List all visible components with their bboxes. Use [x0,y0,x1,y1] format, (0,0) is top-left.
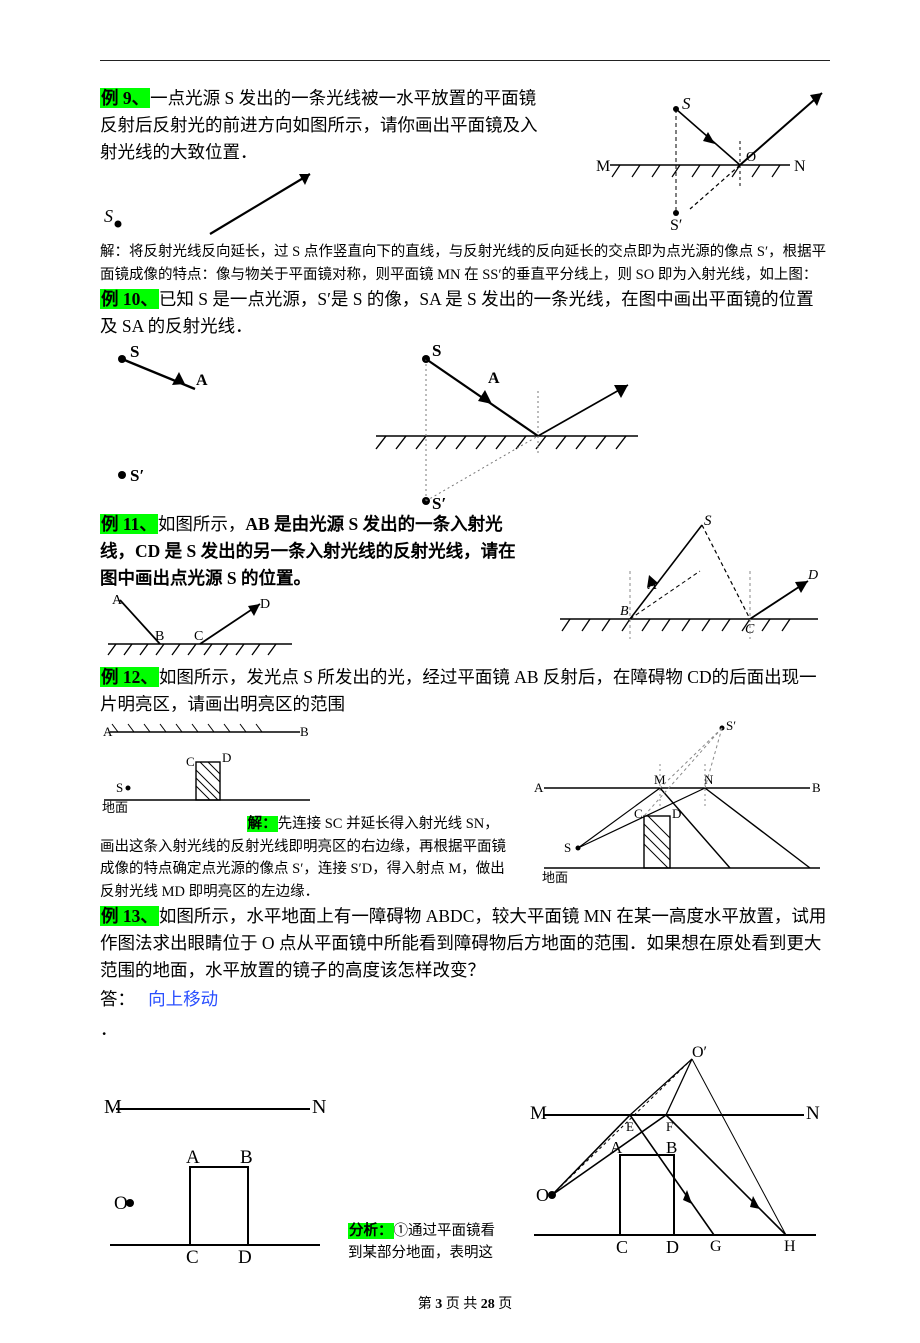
ex9-row: 例 9、一点光源 S 发出的一条光线被一水平放置的平面镜反射后反射光的前进方向如… [100,85,830,241]
ex9r-N: N [794,158,806,175]
ex11l-D: D [260,597,270,612]
ex9-S-label: S [104,206,113,226]
svg-text:O: O [746,150,756,165]
footer: 第 3 页 共 28 页 [100,1293,830,1313]
ex13r-B: B [666,1138,677,1157]
ex13r-O: O [536,1185,549,1205]
ex9-label: 例 9、 [100,88,150,108]
ex13-anslabel: 答： [100,989,135,1009]
ex13r-Op: O′ [692,1045,707,1061]
dot: ． [100,1016,830,1043]
ex10-left-fig: S A S′ [100,341,250,491]
ex11-left-fig: A B C D [100,592,300,664]
ex12r-C: C [634,806,643,821]
ex13r-D: D [666,1237,679,1257]
ex12r-A: A [534,780,544,795]
ex12l-gnd: 地面 [102,800,128,813]
ex10-A: A [196,372,208,389]
ex10-text: 已知 S 是一点光源，S′是 S 的像，SA 是 S 发出的一条光线，在图中画出… [100,289,814,336]
ex11-t1: 如图所示， [158,514,246,534]
ex13r-H: H [784,1238,796,1255]
ex13l-M: M [104,1096,122,1118]
ex11l-B: B [155,629,164,644]
ex12-anslabel: 解： [247,816,278,832]
ex10r-Sp: S′ [432,494,446,511]
ex13l-N: N [312,1096,326,1118]
footer-suf: 页 [495,1297,513,1312]
divider [100,60,830,61]
ex12-ans: 先连接 SC 并延长得入射光线 SN，画出这条入射光线的反射光线即明亮区的右边缘… [100,816,506,899]
ex11-label: 例 11、 [100,514,158,534]
ex12l-D: D [222,750,231,765]
ex13-left-fig: M N A B C D O [100,1085,330,1265]
ex10-Sp: S′ [130,466,144,485]
ex11r-D: D [807,568,818,583]
ex13-analabel: 分析： [348,1223,394,1239]
ex9r-S: S [682,94,691,113]
ex12r-D: D [672,806,681,821]
ex12-text: 如图所示，发光点 S 所发出的光，经过平面镜 AB 反射后，在障碍物 CD的后面… [100,667,817,714]
ex11r-B: B [620,604,629,619]
ex13l-A: A [186,1147,200,1168]
ex12r-gnd: 地面 [542,870,568,885]
ex13l-C: C [186,1247,199,1265]
ex10-S: S [130,342,139,361]
ex11l-C: C [194,629,203,644]
ex11-right-fig: S A B C D [550,511,830,661]
ex9-text: 一点光源 S 发出的一条光线被一水平放置的平面镜反射后反射光的前进方向如图所示，… [100,88,538,162]
ex12r-S: S [564,840,571,855]
footer-mid: 页 共 [442,1297,481,1312]
ex13-text: 如图所示，水平地面上有一障碍物 ABDC，较大平面镜 MN 在某一高度水平放置，… [100,906,826,980]
ex13l-D: D [238,1247,252,1265]
ex12r-B: B [812,780,821,795]
ex13l-O: O [114,1193,128,1214]
footer-pre: 第 [418,1297,436,1312]
ex9-left-fig: S [100,166,320,241]
ex12-left-fig: A B 地面 C D S [100,718,320,813]
ex10-right-fig: S S′ A [328,341,668,511]
ex13r-N: N [806,1103,820,1124]
ex10-label: 例 10、 [100,289,159,309]
ex12l-B: B [300,724,309,739]
ex10r-S: S [432,341,441,360]
ex9r-Sp: S′ [670,217,682,234]
ex13r-E: E [626,1119,634,1134]
ex13l-B: B [240,1147,253,1168]
ex13-ans: 向上移动 [148,989,218,1009]
ex13r-M: M [530,1103,547,1124]
ex12l-C: C [186,754,195,769]
ex11l-A: A [112,593,123,608]
ex11r-C: C [745,622,755,637]
ex13r-G: G [710,1238,722,1255]
ex12l-S: S [116,780,123,795]
ex12l-A: A [103,724,113,739]
ex9r-M: M [596,158,610,175]
ex12-label: 例 12、 [100,667,159,687]
ex13r-C: C [616,1237,628,1257]
ex9-right-fig: S S′ M N O [570,85,830,235]
ex12r-Sp: S′ [726,718,736,733]
ex9-expl: 解：将反射光线反向延长，过 S 点作竖直向下的直线，与反射光线的反向延长的交点即… [100,241,830,286]
ex11r-S: S [704,513,712,529]
ex10r-A: A [488,370,500,387]
footer-total: 28 [481,1297,495,1312]
ex12-right-fig: A B 地面 S S′ C D M N [530,718,830,898]
ex13-label: 例 13、 [100,906,159,926]
ex13-right-fig: O′ M N A B C D O E F [516,1045,826,1265]
